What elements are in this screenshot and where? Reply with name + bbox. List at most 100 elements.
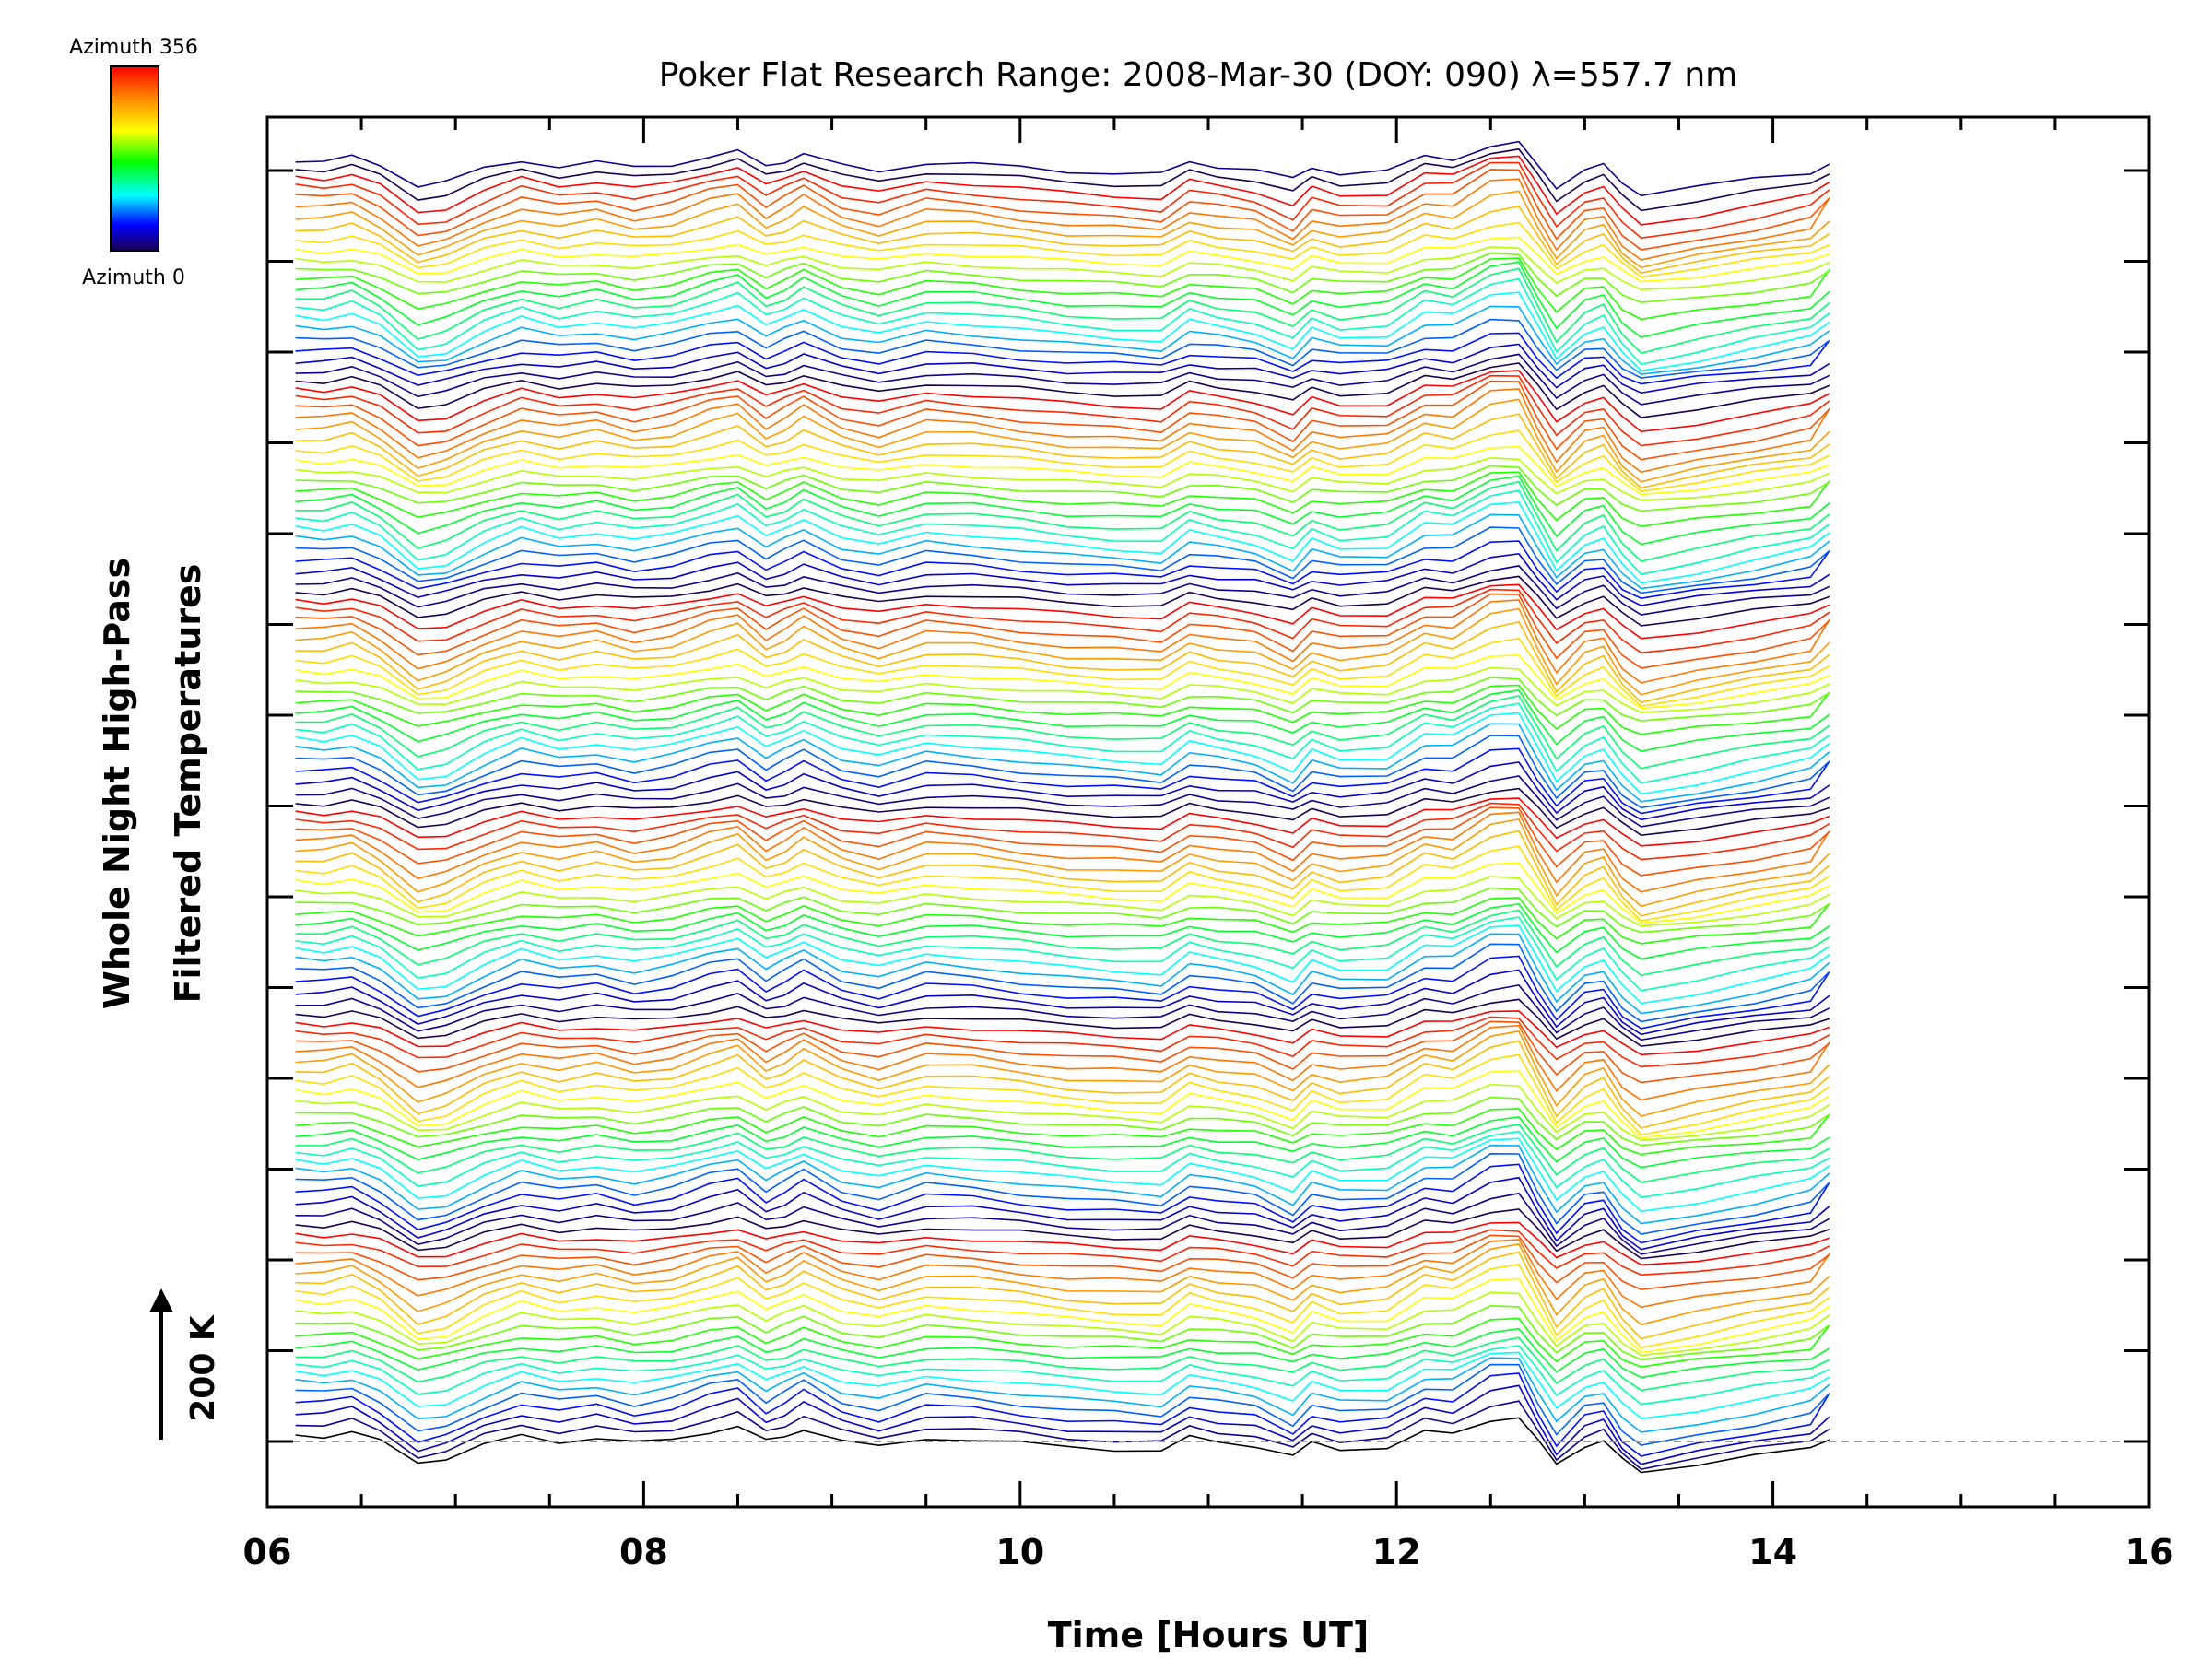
series-line-1 [295, 1400, 1830, 1470]
series-line-98 [295, 429, 1830, 492]
series-line-14 [295, 1263, 1830, 1349]
series-line-87 [295, 540, 1830, 600]
series-line-39 [295, 1020, 1830, 1084]
series-line-13 [295, 1277, 1830, 1354]
series-line-124 [295, 161, 1830, 240]
x-axis-tick-labels: 06 08 10 12 14 16 [243, 1532, 2174, 1572]
series-lines [295, 140, 1830, 1474]
series-line-28 [295, 1130, 1830, 1199]
series-line-126 [295, 147, 1830, 212]
x-tick-label-12: 12 [1372, 1532, 1421, 1572]
series-line-88 [295, 526, 1830, 594]
series-line-27 [295, 1137, 1830, 1213]
x-tick-label-06: 06 [243, 1532, 292, 1572]
series-line-34 [295, 1069, 1830, 1139]
series-line-7 [295, 1345, 1830, 1406]
series-line-107 [295, 343, 1830, 394]
x-axis-title: Time [Hours UT] [1048, 1615, 1370, 1655]
series-line-46 [295, 943, 1830, 1023]
x-tick-label-14: 14 [1748, 1532, 1797, 1572]
series-line-53 [295, 887, 1830, 934]
chart-title: Poker Flat Research Range: 2008-Mar-30 (… [659, 56, 1737, 94]
series-line-94 [295, 471, 1830, 528]
series-line-57 [295, 830, 1830, 917]
series-line-26 [295, 1144, 1830, 1225]
series-line-50 [295, 909, 1830, 977]
series-line-67 [295, 735, 1830, 809]
series-line-90 [295, 500, 1830, 584]
series-line-116 [295, 252, 1830, 303]
series-line-106 [295, 353, 1830, 406]
colorbar: Azimuth 356 Azimuth 0 [69, 36, 198, 289]
series-line-48 [295, 924, 1830, 1005]
series-line-86 [295, 552, 1830, 606]
series-line-80 [295, 599, 1830, 684]
x-tick-label-16: 16 [2125, 1532, 2174, 1572]
series-line-93 [295, 475, 1830, 546]
series-line-109 [295, 318, 1830, 379]
series-line-49 [295, 916, 1830, 992]
series-line-22 [295, 1192, 1830, 1255]
series-line-64 [295, 775, 1830, 828]
series-line-77 [295, 637, 1830, 708]
series-line-112 [295, 277, 1830, 366]
series-line-45 [295, 955, 1830, 1030]
series-line-36 [295, 1040, 1830, 1129]
colorbar-bottom-label: Azimuth 0 [82, 266, 185, 289]
series-line-85 [295, 565, 1830, 616]
series-line-56 [295, 845, 1830, 923]
series-line-43 [295, 984, 1830, 1041]
series-line-100 [295, 398, 1830, 483]
series-line-68 [295, 723, 1830, 803]
series-line-79 [295, 607, 1830, 696]
series-line-62 [295, 797, 1830, 847]
series-line-29 [295, 1123, 1830, 1183]
series-line-92 [295, 480, 1830, 562]
series-line-71 [295, 695, 1830, 770]
scale-bar-label: 200 K [184, 1314, 222, 1422]
series-line-42 [295, 998, 1830, 1047]
series-line-70 [295, 702, 1830, 784]
series-line-75 [295, 666, 1830, 713]
series-line-114 [295, 261, 1830, 338]
scale-bar: 200 K [149, 1288, 222, 1440]
series-line-11 [295, 1304, 1830, 1360]
series-line-31 [295, 1108, 1830, 1156]
colorbar-gradient [110, 65, 159, 252]
series-line-51 [295, 902, 1830, 960]
series-line-111 [295, 291, 1830, 372]
series-line-103 [295, 374, 1830, 447]
series-line-20 [295, 1221, 1830, 1266]
series-line-117 [295, 246, 1830, 291]
y-axis-title-line1: Whole Night High-Pass [97, 558, 137, 1009]
series-line-97 [295, 445, 1830, 496]
series-line-91 [295, 489, 1830, 576]
series-line-30 [295, 1115, 1830, 1169]
series-line-122 [295, 178, 1830, 261]
series-line-9 [295, 1327, 1830, 1379]
x-axis-ticks [265, 117, 2151, 1507]
series-line-15 [295, 1251, 1830, 1340]
series-line-96 [295, 456, 1830, 501]
series-line-84 [295, 575, 1830, 627]
series-line-73 [295, 684, 1830, 735]
series-line-8 [295, 1336, 1830, 1392]
series-line-6 [295, 1351, 1830, 1419]
series-line-16 [295, 1242, 1830, 1326]
series-line-10 [295, 1317, 1830, 1368]
series-line-121 [295, 190, 1830, 269]
series-line-25 [295, 1152, 1830, 1235]
series-line-32 [295, 1096, 1830, 1147]
series-line-104 [295, 370, 1830, 433]
series-line-120 [295, 205, 1830, 274]
series-line-95 [295, 465, 1830, 512]
series-line-83 [295, 583, 1830, 640]
series-line-69 [295, 712, 1830, 795]
series-line-40 [295, 1016, 1830, 1068]
series-line-23 [295, 1176, 1830, 1251]
series-line-76 [295, 653, 1830, 710]
series-line-2 [295, 1384, 1830, 1465]
x-tick-label-10: 10 [995, 1532, 1044, 1572]
series-line-105 [295, 362, 1830, 418]
series-line-35 [295, 1053, 1830, 1136]
